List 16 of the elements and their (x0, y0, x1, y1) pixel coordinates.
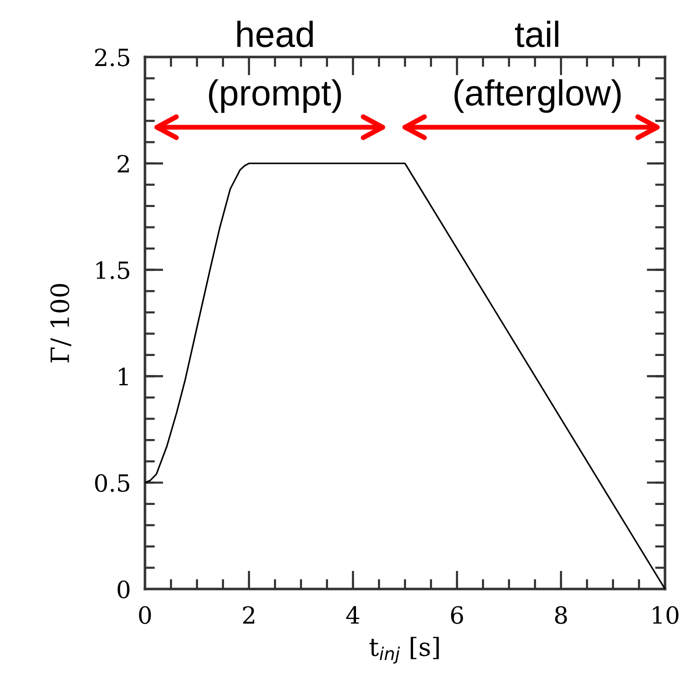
annotation: head (prompt) (209, 20, 341, 113)
x-tick-label: 6 (451, 606, 464, 624)
annotation: tail (afterglow) (454, 20, 621, 113)
y-tick-label: 2 (118, 154, 129, 172)
x-tick-label: 8 (555, 606, 567, 624)
y-axis-title: Γ/ 100 (50, 284, 72, 362)
y-tick-label: 1 (118, 368, 128, 386)
x-tick-label: 2 (243, 606, 254, 624)
y-tick-label: 1.5 (96, 261, 130, 280)
y-tick-label: 0 (118, 580, 130, 598)
x-tick-label: 0 (139, 606, 151, 624)
y-tick-label: 0.5 (95, 474, 130, 492)
y-tick-label: 2.5 (95, 48, 130, 66)
x-tick-label: 4 (346, 606, 360, 624)
x-axis-title: t$_{inj}$ [s] (370, 636, 439, 664)
x-tick-label: 10 (652, 606, 678, 624)
